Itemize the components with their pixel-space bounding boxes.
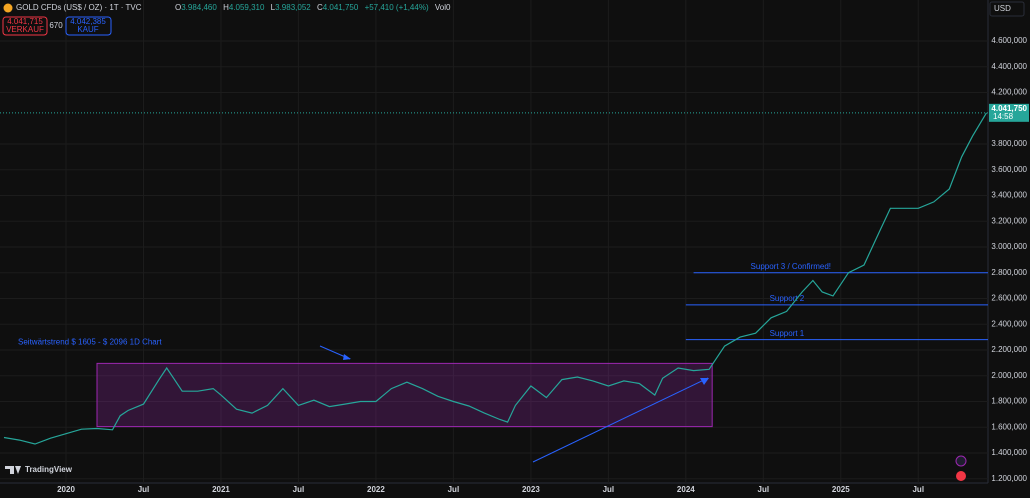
y-tick-label: 1.400,000	[991, 448, 1027, 457]
y-tick-label: 2.600,000	[991, 294, 1027, 303]
last-time: 14:58	[993, 112, 1014, 121]
x-tick-label: Jul	[603, 485, 615, 494]
x-tick-label: Jul	[138, 485, 150, 494]
volume: Vol0	[435, 3, 451, 12]
y-tick-label: 3.600,000	[991, 165, 1027, 174]
buy-button[interactable]	[65, 16, 112, 36]
range-label: Seitwärtstrend $ 1605 - $ 2096 1D Chart	[18, 337, 162, 346]
ohlc: O3.984,460 H4.059,310 L3.983,052 C4.041,…	[175, 3, 451, 12]
arrow	[532, 377, 709, 463]
x-tick-label: 2025	[832, 485, 850, 494]
l-label: L	[271, 3, 276, 12]
o-label: O	[175, 3, 181, 12]
buy-price: 4.042,385	[70, 17, 106, 26]
range-box	[96, 362, 713, 428]
open: 3.984,460	[181, 3, 217, 12]
y-tick-label: 1.200,000	[991, 474, 1027, 483]
x-tick-label: Jul	[448, 485, 460, 494]
y-tick-label: 3.200,000	[991, 216, 1027, 225]
close: 4.041,750	[323, 3, 359, 12]
y-tick-label: 2.200,000	[991, 345, 1027, 354]
symbol-icon	[3, 3, 13, 13]
y-tick-label: 1.600,000	[991, 422, 1027, 431]
y-tick-label: 2.000,000	[991, 371, 1027, 380]
sell-button[interactable]	[2, 16, 48, 36]
last-price-tag	[989, 103, 1029, 122]
y-tick-label: 2.800,000	[991, 268, 1027, 277]
icon[interactable]	[956, 471, 966, 481]
support-label: Support 2	[770, 294, 805, 303]
brand: TradingView	[25, 465, 73, 474]
x-tick-label: 2024	[677, 485, 695, 494]
x-tick-label: Jul	[293, 485, 305, 494]
h-label: H	[223, 3, 229, 12]
brand-logo	[5, 466, 21, 474]
currency: USD	[994, 4, 1011, 13]
support-label: Support 1	[770, 329, 805, 338]
y-tick-label: 3.400,000	[991, 191, 1027, 200]
high: 4.059,310	[229, 3, 265, 12]
x-tick-label: 2023	[522, 485, 540, 494]
symbol: GOLD CFDs (US$ / OZ) · 1T · TVC	[16, 3, 142, 12]
support-label: Support 3 / Confirmed!	[751, 262, 831, 271]
buy-label: KAUF	[77, 25, 98, 34]
last-price: 4.041,750	[991, 104, 1027, 113]
plot: Seitwärtstrend $ 1605 - $ 2096 1D Chart S…	[0, 0, 988, 483]
sell-price: 4.041,715	[7, 17, 43, 26]
x-tick-label: 2022	[367, 485, 385, 494]
y-tick-label: 4.400,000	[991, 62, 1027, 71]
x-tick-label: 2020	[57, 485, 75, 494]
y-tick-label: 3.800,000	[991, 139, 1027, 148]
y-tick-label: 3.000,000	[991, 242, 1027, 251]
x-tick-label: Jul	[758, 485, 770, 494]
x-tick-label: Jul	[912, 485, 924, 494]
sell-label: VERKAUF	[6, 25, 44, 34]
change: +57,410 (+1,44%)	[365, 3, 429, 12]
icon[interactable]	[955, 455, 967, 467]
y-tick-label: 2.400,000	[991, 319, 1027, 328]
arrow-head	[343, 354, 351, 360]
price-line	[3, 112, 988, 445]
y-tick-label: 4.600,000	[991, 36, 1027, 45]
y-tick-label: 4.200,000	[991, 88, 1027, 97]
c-label: C	[317, 3, 323, 12]
arrow-head	[700, 378, 709, 385]
spread: 670	[49, 21, 63, 30]
y-tick-label: 1.800,000	[991, 397, 1027, 406]
low: 3.983,052	[275, 3, 311, 12]
x-tick-label: 2021	[212, 485, 230, 494]
currency-button[interactable]	[989, 1, 1025, 17]
